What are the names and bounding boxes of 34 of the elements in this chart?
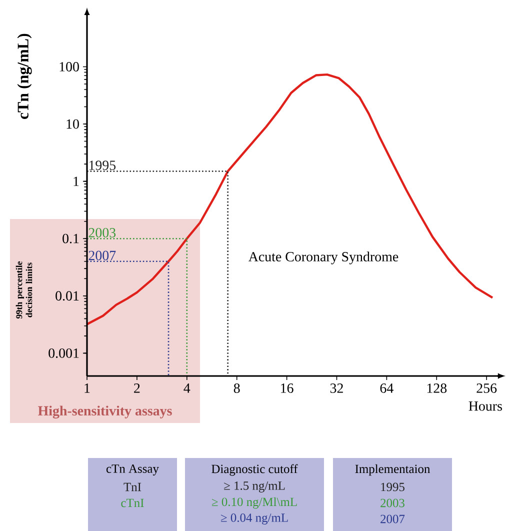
y-tick-label: 0.01 [55,291,79,301]
text: ≥ 1.5 ng/mL [224,482,285,492]
annotation: 2003 [88,228,116,238]
text: cTnI [121,498,144,508]
x-tick-label: 128 [427,384,446,393]
band-label: High-sensitivity assays [38,406,172,418]
text: cTn Assay [106,464,159,476]
text: 2007 [380,514,404,524]
x-axis-title: Hours [468,402,502,411]
text: TnI [124,482,141,492]
text: 2003 [380,498,404,508]
text: Diagnostic cutoff [211,464,298,476]
y-tick-label: 100 [60,62,79,72]
x-tick-label: 64 [380,384,394,393]
x-tick-label: 16 [280,384,294,393]
text: 99th percentile decision limits [16,261,32,319]
y-tick-label: 10 [66,119,79,129]
text: Implementaion [355,464,430,476]
annotation: Acute Coronary Syndrome [248,252,398,264]
x-tick-label: 2 [134,384,140,393]
x-tick-label: 256 [476,384,496,393]
text: 1995 [381,482,404,492]
x-tick-label: 4 [184,384,190,393]
x-tick-label: 1 [84,384,90,393]
x-tick-label: 8 [234,384,240,393]
y-tick-label: 0.001 [48,348,79,358]
text: ≥ 0.10 ng/Ml\mL [212,497,297,509]
annotation: 1995 [89,160,116,170]
y-tick-label: 0.1 [62,234,79,244]
y-tick-label: 1 [74,176,79,186]
y-axis-title: cTn (ng/mL) [17,34,32,119]
text: ≥ 0.04 ng/mL [220,514,288,524]
annotation: 2007 [88,250,116,260]
x-tick-label: 32 [330,384,343,393]
